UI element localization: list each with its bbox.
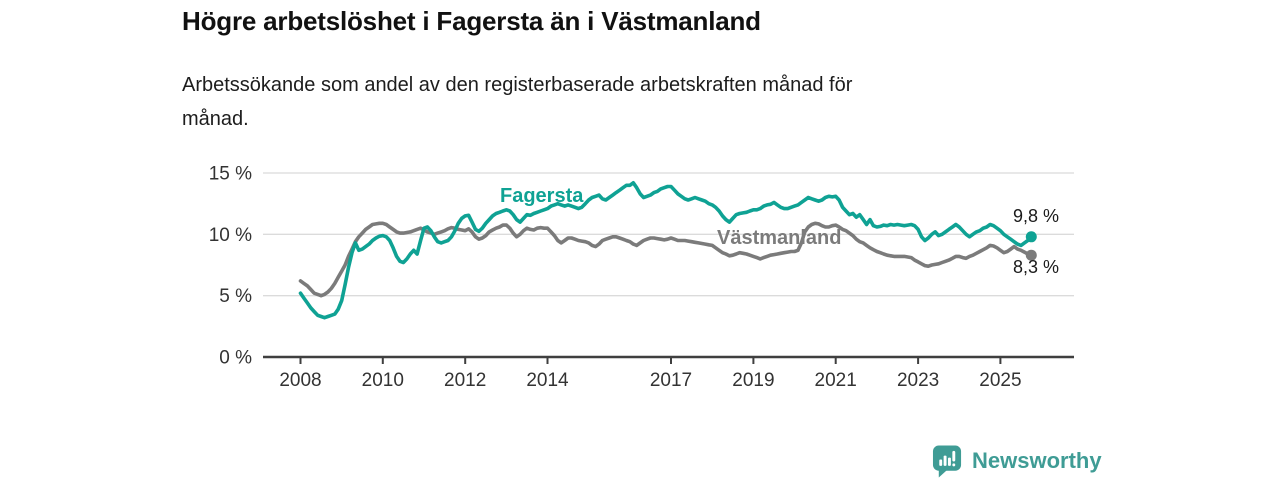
chart-subtitle-line1: Arbetssökande som andel av den registerb… (182, 74, 853, 96)
y-tick-label: 5 % (219, 286, 252, 307)
value-label-vastmanland: 8,3 % (1013, 257, 1060, 277)
x-tick-label: 2010 (362, 370, 404, 391)
x-tick-label: 2023 (897, 370, 939, 391)
end-dot-västmanland (1025, 249, 1037, 261)
value-label-fagersta: 9,8 % (1013, 206, 1060, 226)
y-tick-label: 15 % (209, 164, 252, 185)
newsworthy-logo[interactable]: Newsworthy (932, 444, 1102, 478)
x-tick-label: 2021 (815, 370, 857, 391)
x-tick-label: 2012 (444, 370, 486, 391)
x-tick-label: 2017 (650, 370, 692, 391)
page-title: Högre arbetslöshet i Fagersta än i Västm… (182, 6, 761, 36)
x-tick-label: 2019 (732, 370, 774, 391)
y-tick-label: 0 % (219, 348, 252, 369)
x-tick-label: 2014 (526, 370, 569, 391)
chart-subtitle: Arbetssökande som andel av den registerb… (182, 68, 1062, 136)
newsworthy-wordmark: Newsworthy (972, 448, 1102, 473)
x-tick-label: 2025 (979, 370, 1021, 391)
x-tick-label: 2008 (279, 370, 321, 391)
series-label-fagersta: Fagersta (500, 185, 584, 207)
series-line-fagersta (298, 181, 1034, 320)
bar-chart-speech-bubble-icon (932, 444, 963, 478)
y-tick-label: 10 % (209, 225, 252, 246)
series-label-vastmanland: Västmanland (717, 227, 842, 249)
chart-subtitle-line2: månad. (182, 108, 249, 130)
end-dot-fagersta (1025, 231, 1037, 243)
